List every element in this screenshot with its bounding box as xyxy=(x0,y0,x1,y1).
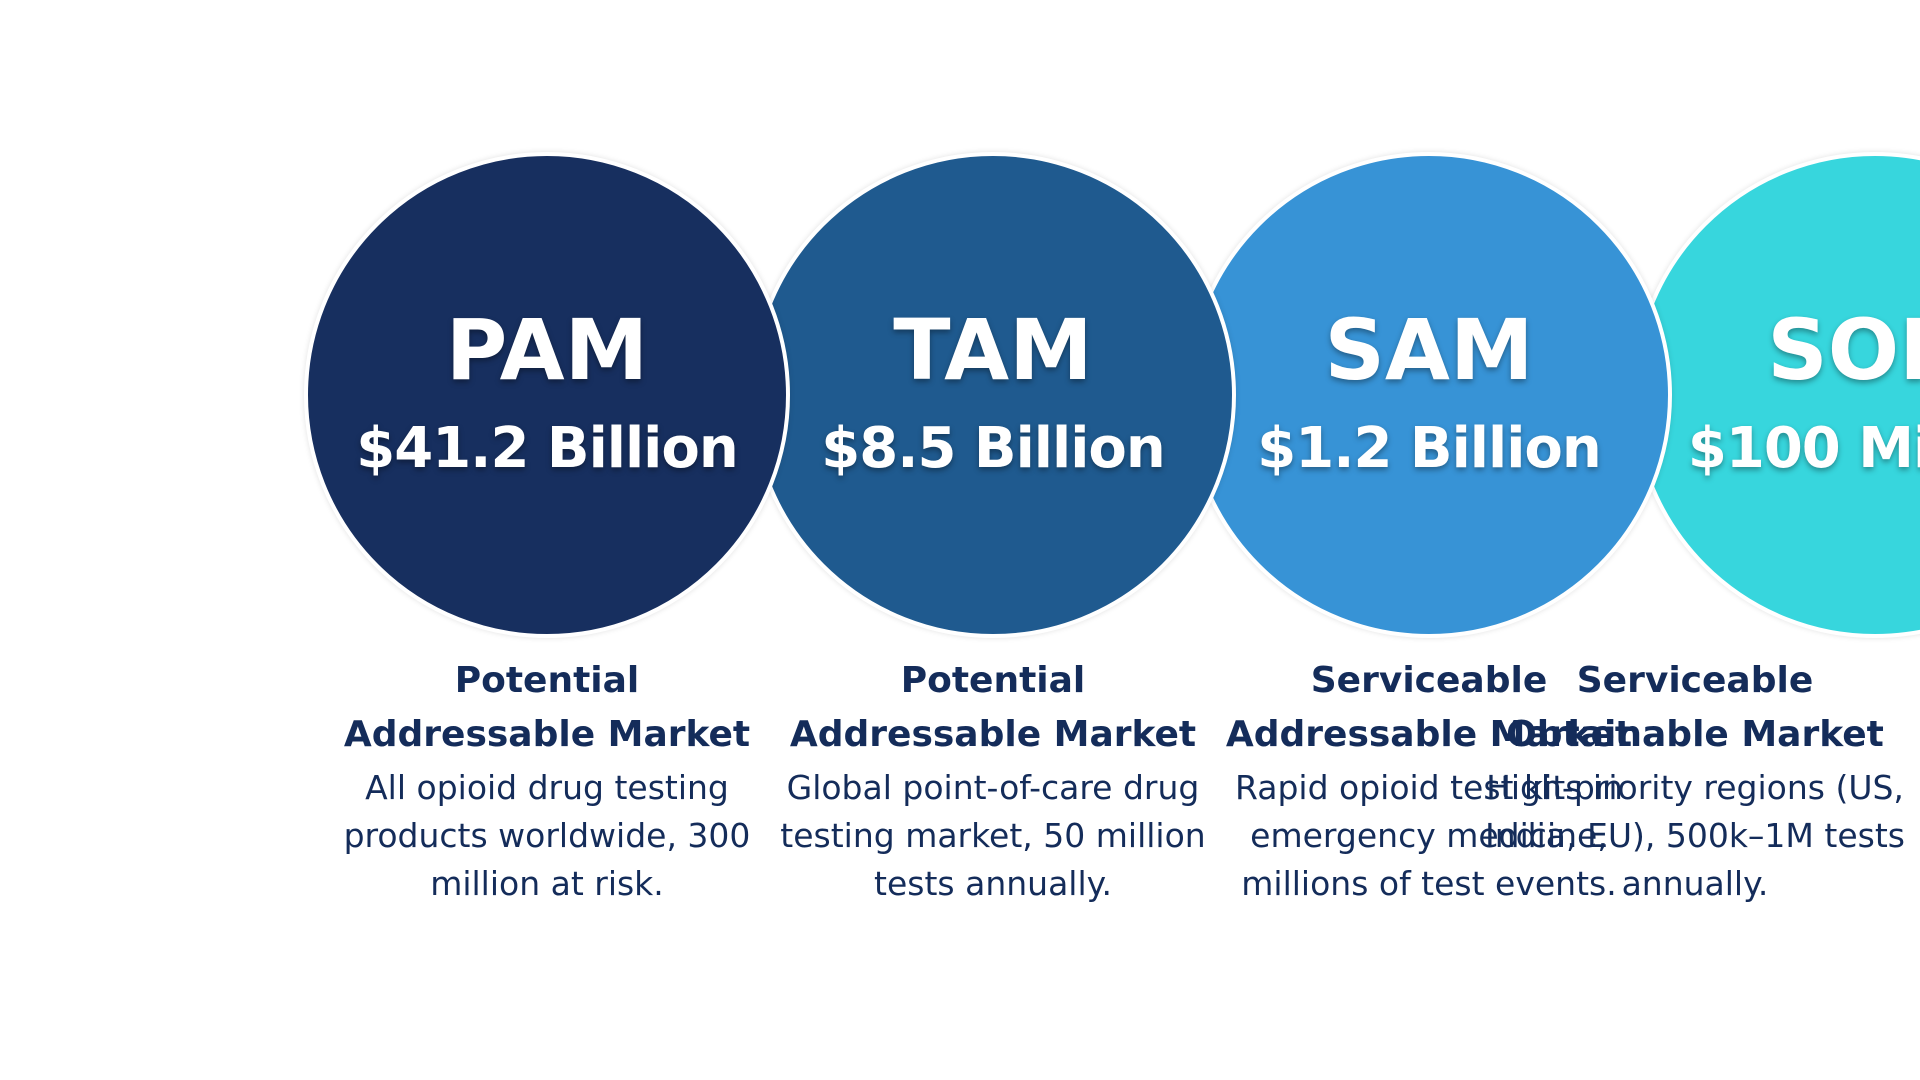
sam-caption: Serviceable Addressable Market Rapid opi… xyxy=(1214,654,1644,908)
pam-caption: Potential Addressable Market All opioid … xyxy=(332,654,762,908)
tam-acronym: TAM xyxy=(893,301,1093,399)
som-amount: $100 Million xyxy=(1687,416,1920,481)
sam-circle xyxy=(1186,152,1672,638)
som-caption-description: High-priority regions (US, India, EU), 5… xyxy=(1485,768,1905,903)
som-caption-title-line1: Serviceable xyxy=(1576,660,1814,701)
tam-caption: Potential Addressable Market Global poin… xyxy=(778,654,1208,908)
pam-circle xyxy=(304,152,790,638)
tam-amount: $8.5 Billion xyxy=(821,416,1165,481)
som-caption-title-line2: Obtainable Market xyxy=(1506,714,1884,755)
pam-caption-description: All opioid drug testing products worldwi… xyxy=(343,768,751,903)
pam-caption-title-line1: Potential xyxy=(454,660,640,701)
tam-caption-description: Global point-of-care drug testing market… xyxy=(780,768,1206,903)
som-caption: Serviceable Obtainable Market High-prior… xyxy=(1480,654,1910,908)
pam-caption-title-line2: Addressable Market xyxy=(343,714,751,755)
pam-amount: $41.2 Billion xyxy=(356,416,738,481)
som-acronym: SOM xyxy=(1767,301,1920,399)
tam-caption-title-line1: Potential xyxy=(900,660,1086,701)
sam-caption-title-line2: Addressable Market xyxy=(1225,714,1633,755)
pam-acronym: PAM xyxy=(445,301,649,399)
sam-caption-description: Rapid opioid test kits in emergency medi… xyxy=(1235,768,1623,903)
sam-acronym: SAM xyxy=(1324,301,1534,399)
sam-caption-title-line1: Serviceable xyxy=(1310,660,1548,701)
tam-caption-title-line2: Addressable Market xyxy=(789,714,1197,755)
sam-amount: $1.2 Billion xyxy=(1257,416,1601,481)
